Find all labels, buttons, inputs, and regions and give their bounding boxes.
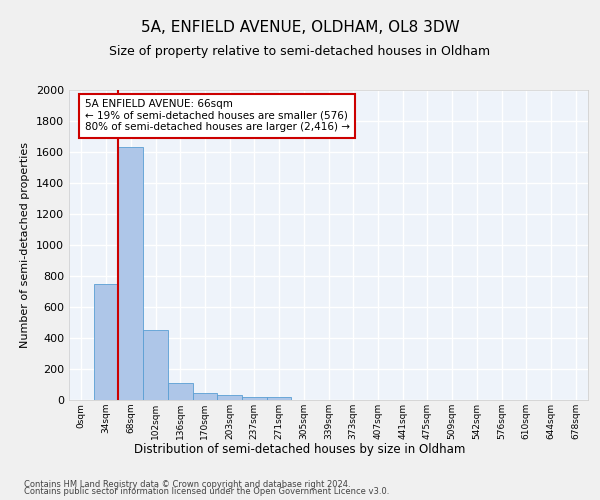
Bar (143, 330, 168, 400)
Bar (168, 383, 193, 400)
Bar (242, 396, 267, 400)
Bar (118, 148, 143, 400)
Text: Distribution of semi-detached houses by size in Oldham: Distribution of semi-detached houses by … (134, 442, 466, 456)
Text: Contains HM Land Registry data © Crown copyright and database right 2024.: Contains HM Land Registry data © Crown c… (24, 480, 350, 489)
Text: Size of property relative to semi-detached houses in Oldham: Size of property relative to semi-detach… (109, 45, 491, 58)
Text: Contains public sector information licensed under the Open Government Licence v3: Contains public sector information licen… (24, 488, 389, 496)
Bar (193, 393, 217, 400)
Bar (94, 284, 118, 400)
Y-axis label: Number of semi-detached properties: Number of semi-detached properties (20, 142, 31, 348)
Bar (267, 397, 292, 400)
Text: 5A, ENFIELD AVENUE, OLDHAM, OL8 3DW: 5A, ENFIELD AVENUE, OLDHAM, OL8 3DW (140, 20, 460, 35)
Text: 5A ENFIELD AVENUE: 66sqm
← 19% of semi-detached houses are smaller (576)
80% of : 5A ENFIELD AVENUE: 66sqm ← 19% of semi-d… (85, 100, 350, 132)
Bar (217, 395, 242, 400)
